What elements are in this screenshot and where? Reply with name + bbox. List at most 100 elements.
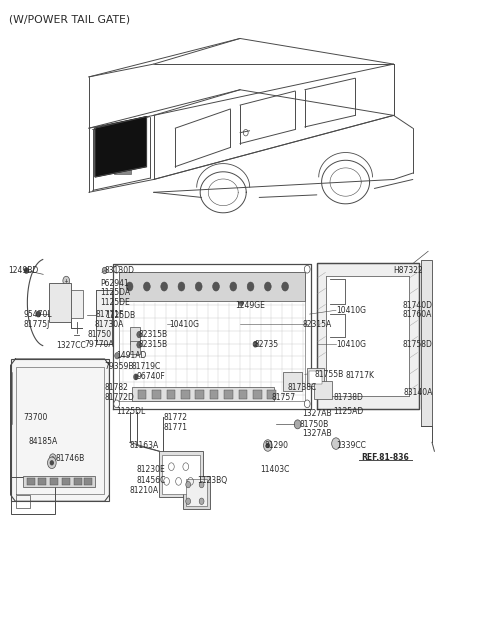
Circle shape <box>126 282 133 291</box>
Text: 81738C: 81738C <box>288 383 317 392</box>
Circle shape <box>199 498 204 504</box>
Bar <box>326 276 409 396</box>
Circle shape <box>137 342 142 348</box>
Circle shape <box>63 276 70 285</box>
Bar <box>421 260 432 426</box>
Text: 73700: 73700 <box>23 413 48 422</box>
Text: 81750: 81750 <box>87 330 111 339</box>
Circle shape <box>24 268 28 273</box>
Circle shape <box>294 420 301 429</box>
Bar <box>11 477 55 514</box>
Text: 1125DB: 1125DB <box>106 311 136 320</box>
Bar <box>317 263 419 409</box>
Text: 81230E: 81230E <box>137 465 166 474</box>
Bar <box>130 341 140 354</box>
Text: 81758D: 81758D <box>402 340 432 349</box>
Bar <box>23 476 95 487</box>
Bar <box>159 451 203 497</box>
Text: 1327AB: 1327AB <box>302 429 332 438</box>
Bar <box>253 390 262 399</box>
Text: H87322: H87322 <box>394 266 423 275</box>
Text: 81746B: 81746B <box>55 454 84 463</box>
Text: 95470L: 95470L <box>23 310 52 319</box>
Bar <box>183 476 210 509</box>
Circle shape <box>161 282 168 291</box>
Bar <box>186 479 207 506</box>
Bar <box>239 390 247 399</box>
Text: 1249GE: 1249GE <box>235 301 265 310</box>
Text: 10410G: 10410G <box>169 320 199 329</box>
Circle shape <box>213 282 219 291</box>
Text: 81163A: 81163A <box>130 441 159 450</box>
Text: 1491AD: 1491AD <box>116 351 146 360</box>
Bar <box>309 371 322 384</box>
Circle shape <box>335 288 340 295</box>
Circle shape <box>335 322 340 329</box>
Text: 83140A: 83140A <box>403 388 432 397</box>
Circle shape <box>115 353 120 359</box>
Text: 83130D: 83130D <box>105 266 134 275</box>
Text: 1125DL: 1125DL <box>116 407 145 416</box>
Bar <box>27 478 35 485</box>
Circle shape <box>264 440 272 451</box>
Circle shape <box>199 481 204 488</box>
Bar <box>71 290 83 318</box>
Bar <box>181 390 190 399</box>
Circle shape <box>304 400 310 408</box>
Text: 81771: 81771 <box>163 423 187 432</box>
Circle shape <box>134 374 138 379</box>
Circle shape <box>239 299 243 306</box>
Text: 81210A: 81210A <box>130 486 159 495</box>
Text: 81719C: 81719C <box>132 362 161 371</box>
Text: 81775J: 81775J <box>23 320 49 329</box>
Circle shape <box>186 498 191 504</box>
Bar <box>49 283 71 322</box>
Bar <box>314 381 332 399</box>
Text: 82315A: 82315A <box>302 320 332 329</box>
Circle shape <box>50 461 53 465</box>
Bar <box>210 390 218 399</box>
Text: 82735: 82735 <box>254 340 278 349</box>
Polygon shape <box>95 117 146 177</box>
Circle shape <box>247 282 254 291</box>
Circle shape <box>137 331 142 338</box>
Bar <box>307 368 324 386</box>
Circle shape <box>186 481 191 488</box>
Bar <box>119 272 305 301</box>
Text: 81290: 81290 <box>265 441 289 450</box>
Bar <box>74 478 82 485</box>
Bar <box>138 390 146 399</box>
Bar <box>195 390 204 399</box>
Text: 81456C: 81456C <box>137 476 166 485</box>
Text: 81771F: 81771F <box>96 310 124 319</box>
Text: 1339CC: 1339CC <box>336 441 366 450</box>
Bar <box>267 390 276 399</box>
Text: 1123BQ: 1123BQ <box>197 476 227 485</box>
Text: 1125DA: 1125DA <box>100 288 130 297</box>
Text: 1327AB: 1327AB <box>302 409 332 418</box>
Bar <box>152 390 161 399</box>
Text: 10410G: 10410G <box>336 306 366 315</box>
Bar <box>130 327 140 344</box>
Text: 1327CC: 1327CC <box>57 341 86 350</box>
Bar <box>62 478 70 485</box>
Text: 79770A: 79770A <box>84 340 114 349</box>
Circle shape <box>48 457 56 469</box>
Circle shape <box>36 312 40 317</box>
Text: 81772: 81772 <box>163 413 187 422</box>
Text: 79359B: 79359B <box>105 362 134 371</box>
Bar <box>96 290 112 344</box>
Circle shape <box>114 265 120 273</box>
Text: 81738D: 81738D <box>334 393 363 402</box>
Text: 1249BD: 1249BD <box>9 266 39 275</box>
Text: 96740F: 96740F <box>137 372 166 381</box>
Circle shape <box>304 265 310 273</box>
Circle shape <box>49 454 56 463</box>
Text: P62941: P62941 <box>100 279 129 288</box>
Bar <box>114 169 131 174</box>
Text: 81757: 81757 <box>271 393 295 402</box>
Circle shape <box>332 438 340 449</box>
Text: 82315B: 82315B <box>138 330 168 339</box>
Text: (W/POWER TAIL GATE): (W/POWER TAIL GATE) <box>9 14 130 24</box>
Circle shape <box>230 282 237 291</box>
